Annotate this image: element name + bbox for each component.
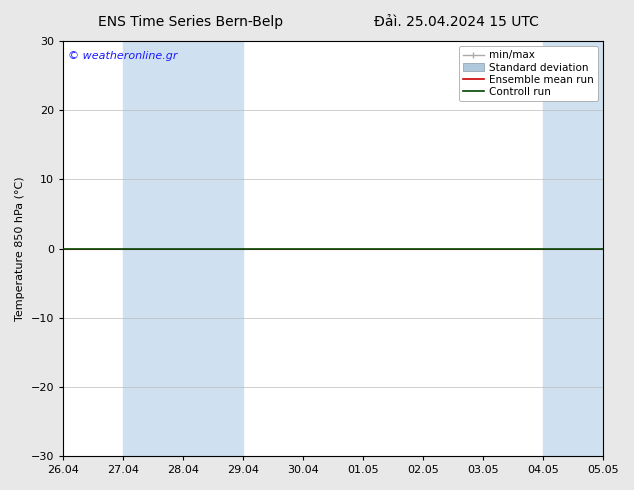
Bar (123, 41, 243, 456)
Y-axis label: Temperature 850 hPa (°C): Temperature 850 hPa (°C) (15, 176, 25, 321)
Text: ENS Time Series Bern-Belp: ENS Time Series Bern-Belp (98, 15, 283, 29)
Text: © weatheronline.gr: © weatheronline.gr (68, 51, 178, 61)
Text: Đảì. 25.04.2024 15 UTC: Đảì. 25.04.2024 15 UTC (374, 15, 539, 29)
Legend: min/max, Standard deviation, Ensemble mean run, Controll run: min/max, Standard deviation, Ensemble me… (459, 46, 598, 101)
Bar (543, 41, 633, 456)
